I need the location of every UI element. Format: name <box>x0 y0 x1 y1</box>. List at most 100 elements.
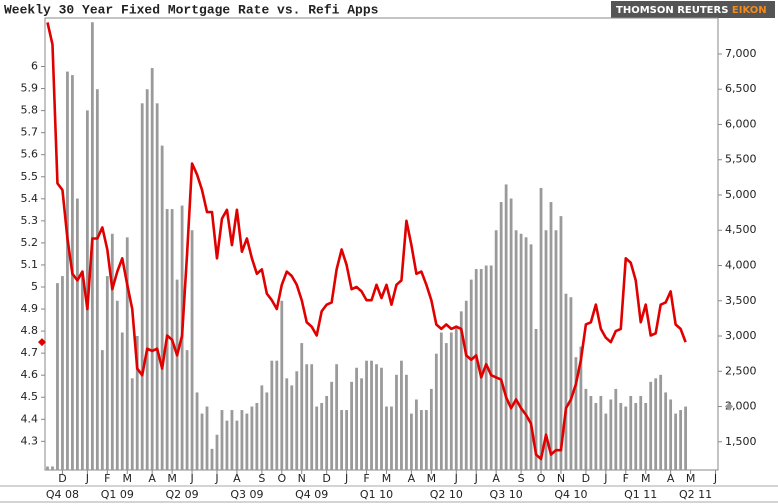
bar <box>145 89 149 470</box>
y-tick-label: 4.9 <box>21 302 39 315</box>
bar <box>80 272 84 470</box>
bar <box>415 399 418 470</box>
y-tick-label: 5.3 <box>21 214 39 227</box>
bar <box>345 410 348 470</box>
bar <box>464 300 468 470</box>
bar <box>330 381 334 470</box>
x-tick-label: D <box>58 472 66 485</box>
bar <box>634 403 638 470</box>
quarter-label: Q4 08 <box>46 488 79 501</box>
quarter-label: Q3 09 <box>230 488 263 501</box>
x-tick-label: F <box>363 472 369 485</box>
bar <box>315 406 319 470</box>
x-tick-label: A <box>492 472 500 485</box>
x-tick-label: J <box>344 472 348 485</box>
bar <box>429 388 433 470</box>
x-tick-label: N <box>557 472 565 485</box>
bar <box>564 293 568 470</box>
bar <box>584 388 588 470</box>
bar <box>629 395 633 470</box>
bar <box>220 410 224 470</box>
bar <box>624 406 628 470</box>
x-tick-label: A <box>667 472 675 485</box>
bar <box>110 233 114 470</box>
y2-tick-label: 2,000 <box>725 400 757 413</box>
bar <box>644 403 648 470</box>
bar <box>459 311 463 470</box>
bar <box>684 406 687 470</box>
x-tick-label: A <box>233 472 241 485</box>
bar <box>66 71 69 471</box>
bar <box>95 89 99 470</box>
quarter-label: Q4 09 <box>295 488 328 501</box>
bar <box>61 276 64 470</box>
bar <box>260 385 264 470</box>
bar <box>370 360 373 470</box>
bar <box>155 103 159 470</box>
quarter-label: Q2 10 <box>430 488 463 501</box>
y-tick-label: 5.6 <box>21 148 39 161</box>
y2-tick-label: 2,500 <box>725 364 757 377</box>
y-tick-label: 4.5 <box>21 390 39 403</box>
y-tick-label: 5.4 <box>21 192 39 205</box>
y2-tick-label: 5,000 <box>725 188 757 201</box>
quarter-label: Q1 09 <box>101 488 134 501</box>
bar <box>190 230 194 470</box>
y-tick-label: 5.1 <box>21 258 39 271</box>
bar <box>390 406 393 470</box>
bar <box>569 297 573 470</box>
bar <box>599 395 603 470</box>
y2-tick-label: 6,500 <box>725 82 757 95</box>
bar <box>454 325 458 470</box>
bar <box>150 68 154 470</box>
x-tick-label: J <box>454 472 458 485</box>
y-tick-label: 5.7 <box>21 126 39 139</box>
bar <box>474 269 478 470</box>
x-tick-label: A <box>148 472 156 485</box>
bar <box>674 413 678 470</box>
quarter-label: Q2 11 <box>679 488 712 501</box>
bar <box>56 283 59 470</box>
bar <box>280 300 284 470</box>
bar <box>310 364 314 470</box>
bar <box>649 381 653 470</box>
bar <box>290 385 294 470</box>
x-tick-label: J <box>474 472 478 485</box>
bar <box>439 332 443 470</box>
bar <box>300 343 304 470</box>
chart-title: Weekly 30 Year Fixed Mortgage Rate vs. R… <box>4 2 379 17</box>
x-tick-label: M <box>686 472 696 485</box>
bar <box>255 403 259 470</box>
bar <box>639 395 643 470</box>
bar <box>185 350 189 470</box>
bar <box>275 360 279 470</box>
x-tick-label: S <box>258 472 265 485</box>
bar <box>544 230 548 470</box>
bar <box>449 332 453 470</box>
bar <box>365 360 368 470</box>
x-tick-label: J <box>189 472 193 485</box>
bar <box>419 410 423 470</box>
line <box>46 22 687 461</box>
bar <box>240 410 244 470</box>
x-tick-label: J <box>603 472 607 485</box>
y2-tick-label: 6,000 <box>725 117 757 130</box>
quarter-label: Q2 09 <box>166 488 199 501</box>
bar <box>405 374 408 470</box>
bar <box>270 360 274 470</box>
quarter-label: Q3 10 <box>490 488 523 501</box>
y-tick-label: 4.6 <box>21 368 39 381</box>
bar <box>604 413 608 470</box>
y2-tick-label: 7,000 <box>725 47 757 60</box>
quarter-label: Q4 10 <box>554 488 587 501</box>
bar <box>589 395 593 470</box>
y-tick-label: 5.2 <box>21 236 39 249</box>
brand-box <box>611 1 775 18</box>
x-tick-label: M <box>123 472 133 485</box>
bar <box>509 198 513 470</box>
quarter-label: Q1 10 <box>360 488 393 501</box>
x-tick-label: S <box>518 472 525 485</box>
x-tick-label: M <box>167 472 177 485</box>
bar <box>619 403 623 470</box>
